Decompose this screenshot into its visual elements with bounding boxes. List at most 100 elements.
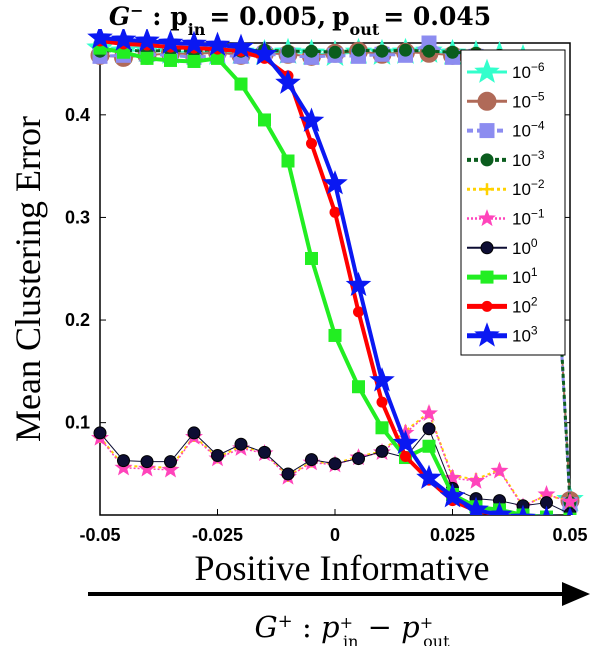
series-10^3 (87, 29, 574, 515)
axes-layer: -0.05 -0.025 0 0.025 0.05 0.1 0.2 0.3 0.4 (65, 43, 588, 545)
data-point (352, 452, 365, 466)
x-tick-label: -0.05 (79, 525, 120, 545)
legend-marker (481, 300, 493, 312)
data-point (443, 468, 462, 486)
legend-label: 10−2 (512, 177, 545, 199)
y-tick-label: 0.1 (65, 413, 90, 433)
data-point (328, 457, 342, 471)
legend-entry: 102 (467, 294, 538, 316)
data-point (439, 483, 466, 508)
data-point (463, 496, 489, 515)
data-point (298, 107, 325, 132)
legend-label: 103 (512, 324, 538, 346)
data-point (422, 44, 436, 58)
legend-entry: 10−5 (467, 89, 545, 111)
data-point (140, 455, 154, 469)
data-point (134, 29, 160, 52)
legend-entry: 103 (467, 322, 538, 347)
data-point (187, 426, 201, 440)
legend-label: 10−1 (512, 207, 545, 229)
data-point (328, 328, 342, 342)
data-point (375, 444, 389, 458)
data-point (376, 396, 388, 408)
legend-marker (480, 241, 494, 255)
y-tick-label: 0.3 (65, 207, 90, 227)
data-point (486, 501, 513, 515)
data-point (110, 29, 137, 51)
data-point (328, 45, 342, 59)
y-tick-label: 0.2 (65, 310, 90, 330)
legend-marker (480, 270, 494, 284)
data-point (446, 45, 459, 59)
data-point (420, 403, 438, 422)
data-point (164, 455, 177, 469)
legend-entry: 100 (467, 236, 538, 258)
legend-marker (481, 183, 493, 196)
legend-entry: 10−3 (467, 148, 545, 170)
legend-marker (478, 209, 496, 227)
legend-marker (474, 322, 500, 347)
x-tick-label: 0.05 (552, 525, 587, 545)
data-point (258, 113, 271, 127)
data-point (117, 454, 130, 468)
data-point (422, 422, 436, 436)
legend-label: 10−6 (512, 60, 545, 82)
data-point (566, 506, 574, 515)
data-point (399, 43, 412, 57)
data-point (305, 44, 318, 58)
data-point (510, 504, 536, 515)
data-point (375, 421, 389, 435)
data-point (369, 367, 395, 392)
data-point (211, 448, 224, 462)
y-axis-label: Mean Clustering Error (8, 116, 48, 442)
data-point (467, 471, 485, 489)
data-point (352, 380, 365, 394)
legend-label: 10−5 (512, 89, 545, 111)
chart-title: G− : pin = 0.005, pout = 0.045 (109, 1, 491, 39)
data-point (322, 170, 348, 195)
data-point (93, 426, 107, 440)
data-point (490, 461, 509, 479)
data-point (281, 44, 295, 58)
data-point (157, 29, 184, 54)
legend-marker (480, 153, 494, 167)
data-point (561, 492, 579, 510)
data-point (251, 40, 278, 66)
legend-entry: 10−2 (467, 177, 545, 199)
legend-entry: 10−6 (467, 58, 545, 83)
y-tick-label: 0.4 (65, 105, 90, 125)
data-point (275, 69, 301, 94)
data-point (306, 138, 317, 150)
data-point (281, 154, 295, 168)
data-point (400, 451, 411, 463)
data-point (422, 439, 436, 453)
data-point (140, 51, 154, 65)
data-point (375, 44, 389, 58)
data-point (187, 54, 201, 68)
data-point (161, 460, 180, 478)
data-point (352, 43, 365, 57)
legend-marker (479, 123, 495, 139)
legend-entry: 10−4 (467, 119, 545, 141)
x-direction-arrow-head (562, 582, 590, 606)
legend-entry: 101 (467, 265, 538, 287)
data-point (329, 206, 341, 218)
x-axis-sublabel: G+ : p+ in − p+ out (255, 610, 451, 646)
data-point (234, 77, 248, 91)
data-point (416, 464, 442, 489)
x-axis-label: Positive Informative (195, 548, 490, 588)
data-point (305, 453, 318, 467)
x-tick-label: 0.025 (430, 525, 475, 545)
legend-entry: 10−1 (467, 207, 545, 229)
data-point (345, 271, 372, 297)
legend: 10−6 10−5 10−4 10−3 10−2 10−1 100 101 102 103 (460, 49, 566, 356)
data-point (392, 429, 419, 455)
data-point (281, 467, 295, 481)
legend-marker (474, 58, 500, 83)
legend-label: 102 (512, 294, 538, 316)
data-point (204, 31, 231, 56)
data-point (234, 437, 248, 451)
data-point (258, 445, 271, 459)
data-point (87, 29, 113, 49)
